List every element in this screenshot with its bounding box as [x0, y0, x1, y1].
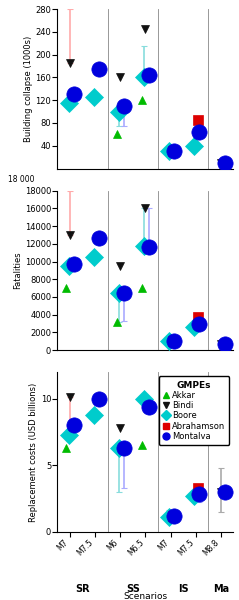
Y-axis label: Building collapse (1000s): Building collapse (1000s) [23, 35, 33, 142]
Y-axis label: Replacement costs (USD billions): Replacement costs (USD billions) [29, 382, 38, 521]
Y-axis label: Fatalities: Fatalities [13, 251, 22, 289]
Text: Ma: Ma [213, 584, 229, 595]
Text: SR: SR [75, 584, 90, 595]
Legend: Akkar, Bindi, Boore, Abrahamson, Montalva: Akkar, Bindi, Boore, Abrahamson, Montalv… [158, 376, 229, 445]
Text: SS: SS [126, 584, 140, 595]
Text: Scenarios: Scenarios [123, 592, 168, 600]
Text: 18 000: 18 000 [8, 175, 35, 184]
Text: IS: IS [178, 584, 189, 595]
